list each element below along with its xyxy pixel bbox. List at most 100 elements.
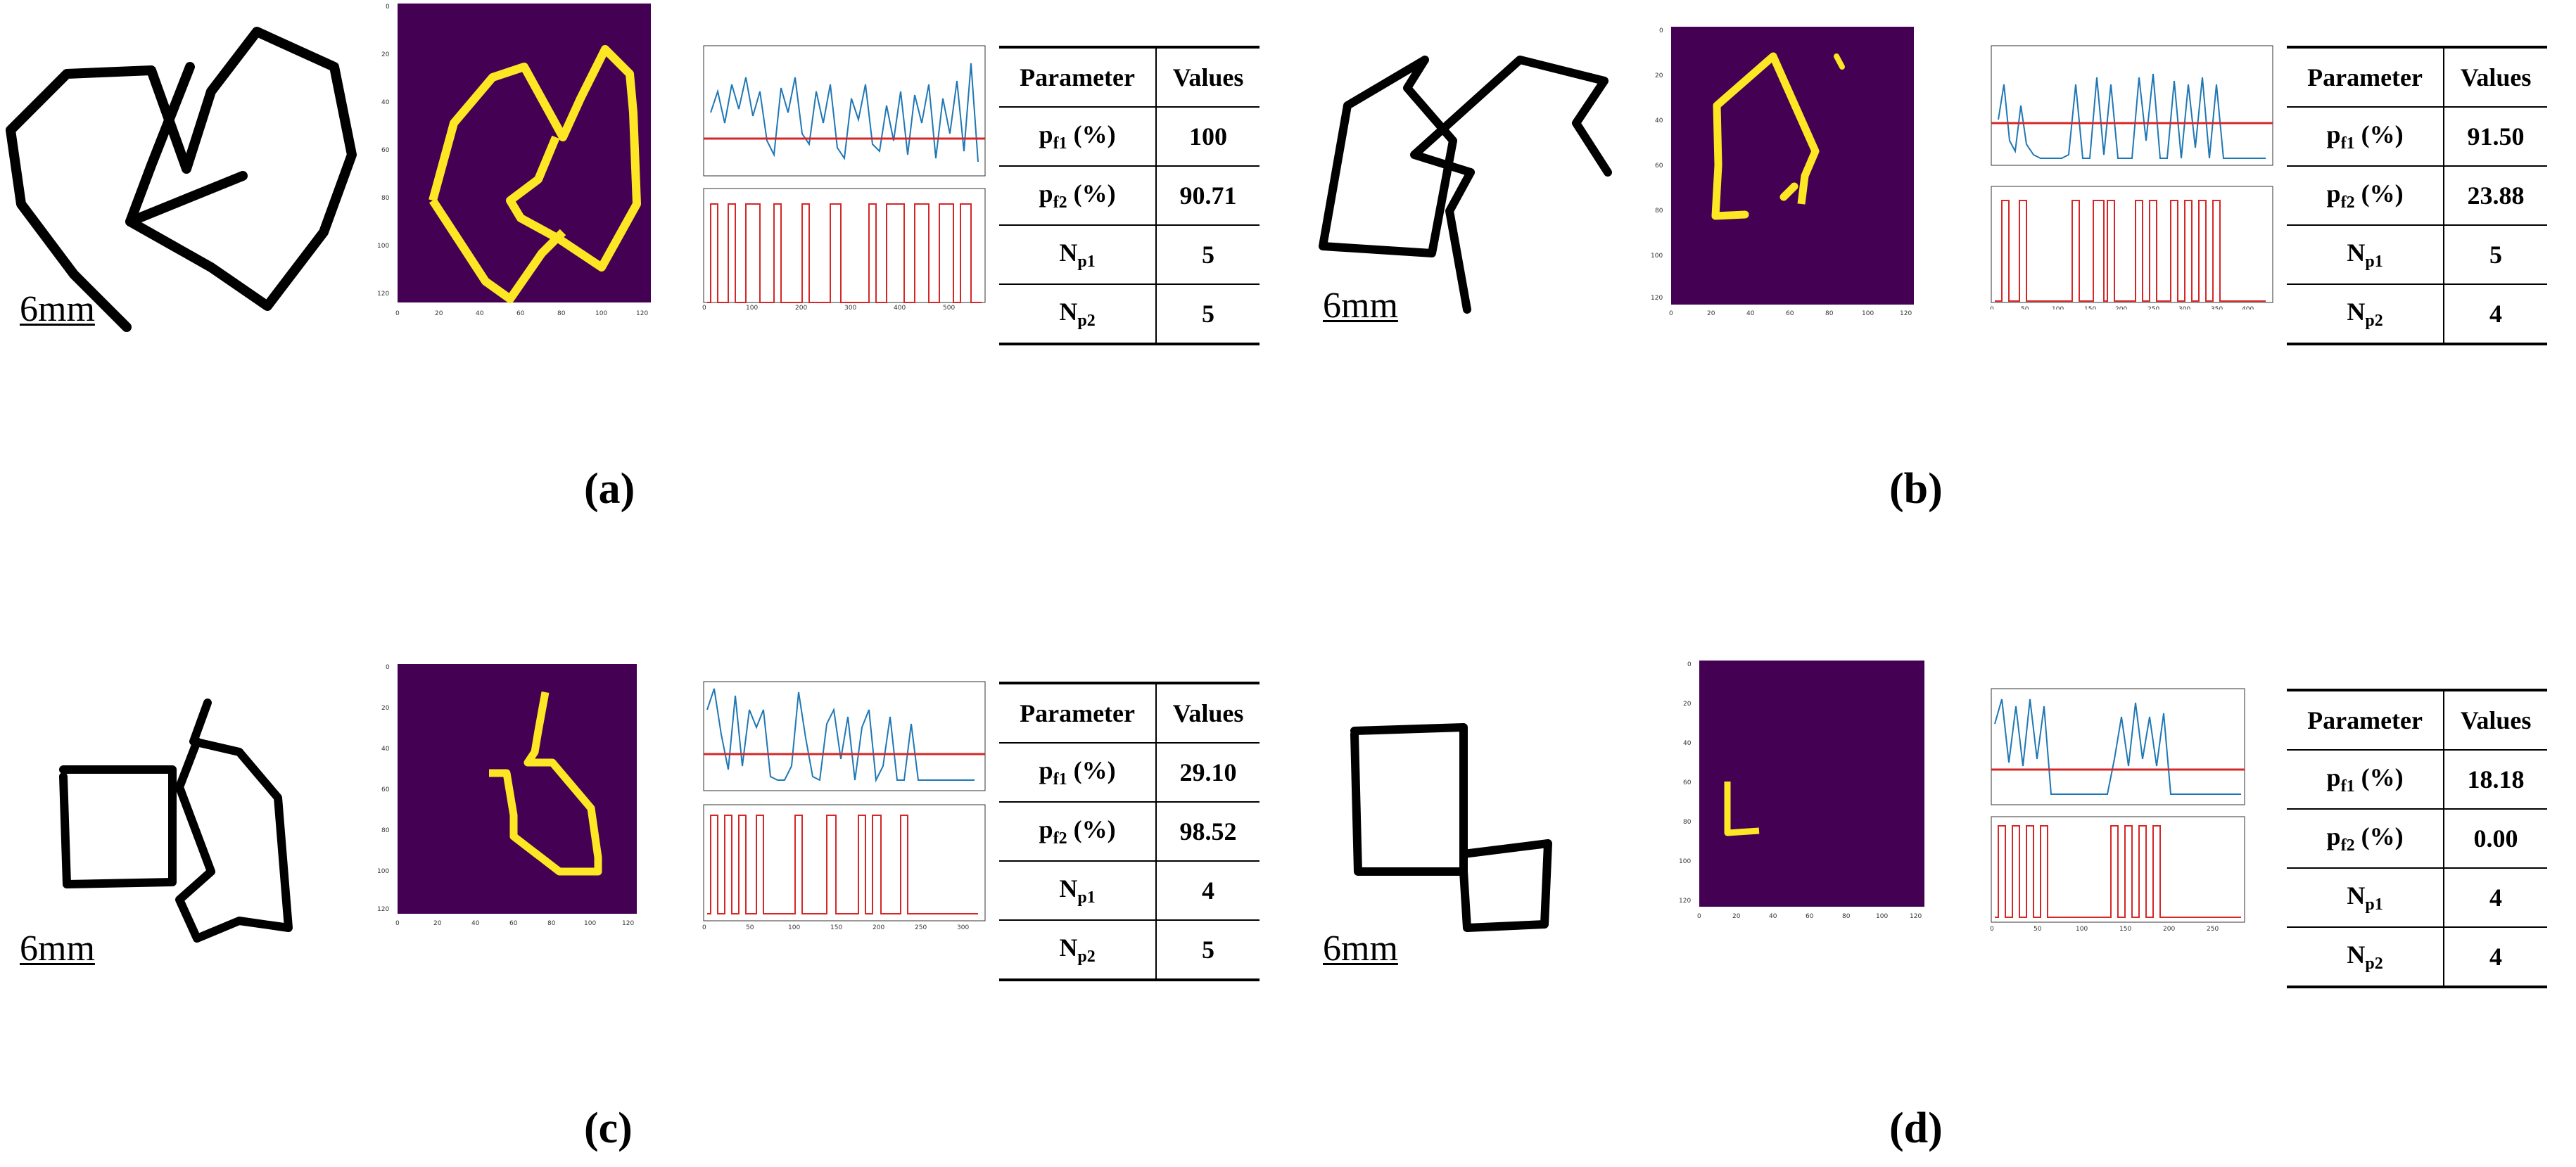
- svg-text:0: 0: [395, 920, 400, 927]
- svg-text:80: 80: [381, 195, 390, 202]
- svg-text:120: 120: [1910, 913, 1922, 920]
- table-row: Np1 5: [999, 225, 1260, 285]
- svg-text:20: 20: [1707, 310, 1715, 317]
- panel-a: 6mm 0 20 40 60 80 100 120 0 20 40 60 80 …: [0, 0, 1288, 583]
- table-row: pf1 (%) 100: [999, 107, 1260, 167]
- heatmap-y-ticks: 0 20 40 60 80 100 120: [1679, 661, 1692, 905]
- svg-text:120: 120: [1900, 310, 1912, 317]
- svg-text:120: 120: [377, 906, 389, 913]
- svg-text:100: 100: [1876, 913, 1888, 920]
- panel-b: 6mm 0 20 40 60 80 100 120 0 20 40 60 80 …: [1288, 0, 2575, 583]
- svg-text:60: 60: [381, 786, 390, 793]
- svg-text:100: 100: [1651, 253, 1663, 260]
- header-values: Values: [1156, 682, 1260, 744]
- svg-text:150: 150: [2119, 926, 2131, 933]
- svg-text:20: 20: [381, 705, 390, 712]
- panel-c: 6mm 0 20 40 60 80 100 120 0 20 40 60 80 …: [0, 583, 1288, 1166]
- svg-text:0: 0: [1990, 926, 1994, 933]
- svg-text:60: 60: [381, 147, 390, 154]
- heatmap-x-ticks: 0 20 40 60 80 100 120: [395, 310, 648, 317]
- heatmap-y-ticks: 0 20 40 60 80 100 120: [377, 664, 390, 913]
- svg-text:120: 120: [636, 310, 648, 317]
- svg-text:20: 20: [381, 51, 390, 58]
- svg-text:80: 80: [1683, 819, 1692, 826]
- svg-text:100: 100: [1862, 310, 1874, 317]
- header-values: Values: [2444, 689, 2547, 751]
- svg-text:60: 60: [509, 920, 518, 927]
- svg-text:300: 300: [2178, 306, 2190, 310]
- svg-text:0: 0: [702, 924, 706, 931]
- signal-plot: 0 50 100 150 200 250 300: [702, 681, 986, 931]
- heatmap-x-ticks: 0 20 40 60 80 100 120: [395, 920, 634, 927]
- caption-b: (b): [1889, 465, 1943, 513]
- svg-text:100: 100: [2076, 926, 2088, 933]
- scale-label: 6mm: [20, 929, 95, 969]
- caption-d: (d): [1889, 1104, 1943, 1152]
- svg-text:300: 300: [844, 305, 856, 310]
- svg-text:350: 350: [2211, 306, 2223, 310]
- svg-text:60: 60: [1806, 913, 1814, 920]
- svg-text:40: 40: [1655, 117, 1663, 125]
- heatmap: 0 20 40 60 80 100 120 0 20 40 60 80 100 …: [1651, 27, 1914, 317]
- svg-text:80: 80: [557, 310, 566, 317]
- svg-text:20: 20: [433, 920, 442, 927]
- svg-text:150: 150: [830, 924, 842, 931]
- svg-text:0: 0: [1687, 661, 1692, 668]
- svg-text:120: 120: [622, 920, 634, 927]
- svg-text:60: 60: [1786, 310, 1794, 317]
- svg-text:400: 400: [2242, 306, 2254, 310]
- scale-label: 6mm: [20, 289, 95, 329]
- svg-text:100: 100: [377, 243, 389, 250]
- panel-d: 6mm 0 20 40 60 80 100 120 0 20 40 60 80 …: [1288, 583, 2575, 1166]
- svg-text:0: 0: [1669, 310, 1673, 317]
- svg-text:250: 250: [2147, 306, 2159, 310]
- signal-plot: 0 100 200 300 400 500: [702, 45, 986, 310]
- svg-text:0: 0: [1659, 27, 1663, 34]
- svg-text:0: 0: [395, 310, 400, 317]
- parameter-table: Parameter Values pf1 (%) 29.10 pf2 (%) 98.…: [999, 682, 1260, 981]
- svg-text:40: 40: [381, 746, 390, 753]
- svg-text:50: 50: [746, 924, 754, 931]
- table-row: Np1 5: [2287, 225, 2547, 285]
- svg-text:250: 250: [915, 924, 927, 931]
- table-row: pf1 (%) 91.50: [2287, 107, 2547, 167]
- caption-c: (c): [584, 1104, 633, 1152]
- drawing-pentagons: [1319, 56, 1612, 314]
- svg-text:100: 100: [2052, 306, 2064, 310]
- svg-text:100: 100: [595, 310, 607, 317]
- svg-text:60: 60: [1655, 162, 1663, 170]
- svg-text:80: 80: [1825, 310, 1834, 317]
- svg-text:0: 0: [386, 664, 390, 671]
- signal-x-ticks: 0 50 100 150 200 250: [1990, 926, 2219, 933]
- svg-text:500: 500: [943, 305, 955, 310]
- svg-text:20: 20: [1655, 72, 1663, 79]
- heatmap-x-ticks: 0 20 40 60 80 100 120: [1669, 310, 1912, 317]
- table-row: Np2 4: [2287, 927, 2547, 988]
- heatmap: 0 20 40 60 80 100 120 0 20 40 60 80 100 …: [377, 4, 651, 317]
- svg-text:200: 200: [795, 305, 807, 310]
- header-parameter: Parameter: [2287, 689, 2445, 751]
- svg-text:40: 40: [1746, 310, 1755, 317]
- scale-label: 6mm: [1323, 286, 1398, 326]
- table-row: Np1 4: [999, 861, 1260, 921]
- heatmap: 0 20 40 60 80 100 120 0 20 40 60 80 100 …: [1679, 661, 1924, 920]
- drawing-two-squares: [1350, 723, 1552, 932]
- header-parameter: Parameter: [999, 682, 1157, 744]
- table-row: pf1 (%) 29.10: [999, 743, 1260, 803]
- svg-text:60: 60: [1683, 779, 1692, 786]
- table-row: pf2 (%) 90.71: [999, 166, 1260, 226]
- signal-plot: 0 50 100 150 200 250: [1990, 688, 2245, 933]
- table-row: Np2 5: [999, 920, 1260, 981]
- svg-text:150: 150: [2084, 306, 2096, 310]
- svg-text:40: 40: [476, 310, 484, 317]
- table-row: pf2 (%) 98.52: [999, 802, 1260, 862]
- svg-text:40: 40: [471, 920, 480, 927]
- signal-plot: 0 50 100 150 200 250 300 350 400: [1990, 45, 2273, 310]
- svg-text:200: 200: [2163, 926, 2175, 933]
- svg-text:200: 200: [873, 924, 884, 931]
- header-values: Values: [2444, 46, 2547, 108]
- svg-text:50: 50: [2033, 926, 2042, 933]
- parameter-table: Parameter Values pf1 (%) 100 pf2 (%) 90.71…: [999, 46, 1260, 345]
- table-row: pf1 (%) 18.18: [2287, 750, 2547, 810]
- svg-text:100: 100: [788, 924, 800, 931]
